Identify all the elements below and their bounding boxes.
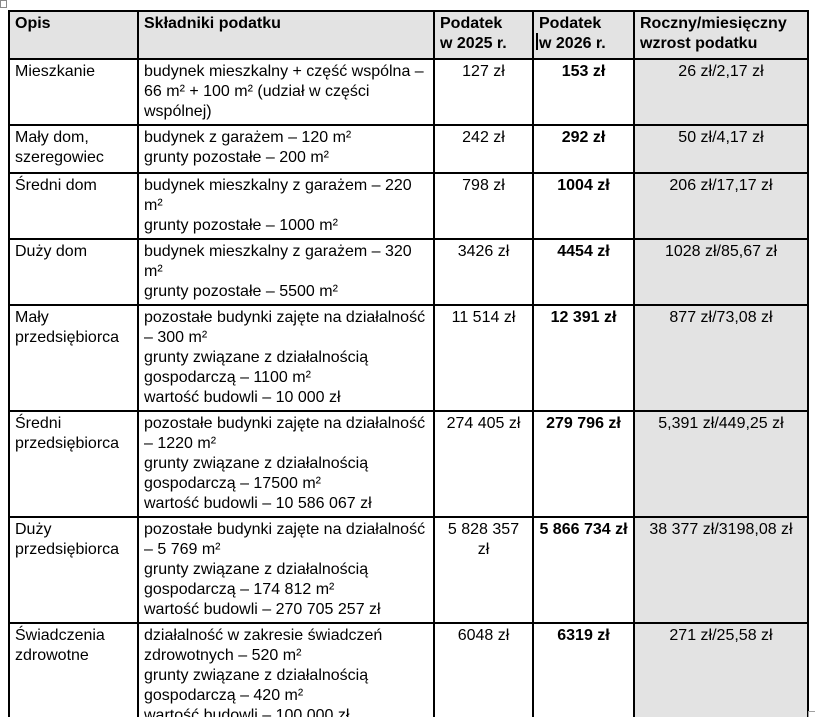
cell-tax-2026[interactable]: 1004 zł [532, 172, 635, 240]
cell-description[interactable]: Średni przedsiębiorca [8, 410, 139, 518]
col-header-tax-2026[interactable]: Podatek w 2026 r. [532, 10, 635, 60]
table-row: Mały przedsiębiorca pozostałe budynki za… [8, 304, 809, 412]
table-header: Opis Składniki podatku Podatek w 2025 r.… [8, 10, 809, 60]
table-row: Świadczenia zdrowotne działalność w zakr… [8, 622, 809, 717]
cell-tax-2025[interactable]: 11 514 zł [433, 304, 534, 412]
cell-increase[interactable]: 50 zł/4,17 zł [633, 124, 809, 174]
cell-components[interactable]: pozostałe budynki zajęte na działalność … [137, 410, 435, 518]
cell-description[interactable]: Duży dom [8, 238, 139, 306]
header-row: Opis Składniki podatku Podatek w 2025 r.… [8, 10, 809, 60]
cell-components[interactable]: budynek mieszkalny + część wspólna – 66 … [137, 58, 435, 126]
table-row: Duży dom budynek mieszkalny z garażem – … [8, 238, 809, 306]
cell-tax-2026[interactable]: 6319 zł [532, 622, 635, 717]
cell-tax-2025[interactable]: 3426 zł [433, 238, 534, 306]
cell-increase[interactable]: 271 zł/25,58 zł [633, 622, 809, 717]
cell-tax-2026[interactable]: 12 391 zł [532, 304, 635, 412]
cell-tax-2026[interactable]: 292 zł [532, 124, 635, 174]
text-cursor [536, 33, 538, 50]
cell-tax-2026[interactable]: 279 796 zł [532, 410, 635, 518]
cell-tax-2025[interactable]: 242 zł [433, 124, 534, 174]
cell-description[interactable]: Mieszkanie [8, 58, 139, 126]
cell-components[interactable]: pozostałe budynki zajęte na działalność … [137, 304, 435, 412]
cell-tax-2025[interactable]: 798 zł [433, 172, 534, 240]
cell-tax-2026[interactable]: 4454 zł [532, 238, 635, 306]
table-resize-handle[interactable] [808, 711, 815, 717]
cell-components[interactable]: budynek mieszkalny z garażem – 220 m² gr… [137, 172, 435, 240]
cell-description[interactable]: Mały dom, szeregowiec [8, 124, 139, 174]
cell-tax-2025[interactable]: 127 zł [433, 58, 534, 126]
cell-components[interactable]: pozostałe budynki zajęte na działalność … [137, 516, 435, 624]
cell-tax-2025[interactable]: 6048 zł [433, 622, 534, 717]
cell-tax-2026[interactable]: 5 866 734 zł [532, 516, 635, 624]
cell-tax-2025[interactable]: 274 405 zł [433, 410, 534, 518]
cell-increase[interactable]: 38 377 zł/3198,08 zł [633, 516, 809, 624]
col-header-description[interactable]: Opis [8, 10, 139, 60]
cell-increase[interactable]: 1028 zł/85,67 zł [633, 238, 809, 306]
cell-tax-2025[interactable]: 5 828 357 zł [433, 516, 534, 624]
cell-components[interactable]: działalność w zakresie świadczeń zdrowot… [137, 622, 435, 717]
cell-components[interactable]: budynek mieszkalny z garażem – 320 m² gr… [137, 238, 435, 306]
cell-increase[interactable]: 877 zł/73,08 zł [633, 304, 809, 412]
cell-tax-2026[interactable]: 153 zł [532, 58, 635, 126]
table-body: Mieszkanie budynek mieszkalny + część ws… [8, 58, 809, 717]
cell-components[interactable]: budynek z garażem – 120 m² grunty pozost… [137, 124, 435, 174]
table-row: Średni przedsiębiorca pozostałe budynki … [8, 410, 809, 518]
tax-comparison-table: Opis Składniki podatku Podatek w 2025 r.… [8, 10, 809, 717]
cell-increase[interactable]: 26 zł/2,17 zł [633, 58, 809, 126]
col-header-increase[interactable]: Roczny/miesięczny wzrost podatku [633, 10, 809, 60]
cell-description[interactable]: Mały przedsiębiorca [8, 304, 139, 412]
cell-description[interactable]: Średni dom [8, 172, 139, 240]
col-header-tax-2025[interactable]: Podatek w 2025 r. [433, 10, 534, 60]
table-row: Mieszkanie budynek mieszkalny + część ws… [8, 58, 809, 126]
cell-increase[interactable]: 206 zł/17,17 zł [633, 172, 809, 240]
col-header-components[interactable]: Składniki podatku [137, 10, 435, 60]
cell-description[interactable]: Świadczenia zdrowotne [8, 622, 139, 717]
cell-increase[interactable]: 5,391 zł/449,25 zł [633, 410, 809, 518]
table-row: Mały dom, szeregowiec budynek z garażem … [8, 124, 809, 174]
table-row: Średni dom budynek mieszkalny z garażem … [8, 172, 809, 240]
table-move-handle[interactable] [0, 0, 7, 8]
table-row: Duży przedsiębiorca pozostałe budynki za… [8, 516, 809, 624]
cell-description[interactable]: Duży przedsiębiorca [8, 516, 139, 624]
